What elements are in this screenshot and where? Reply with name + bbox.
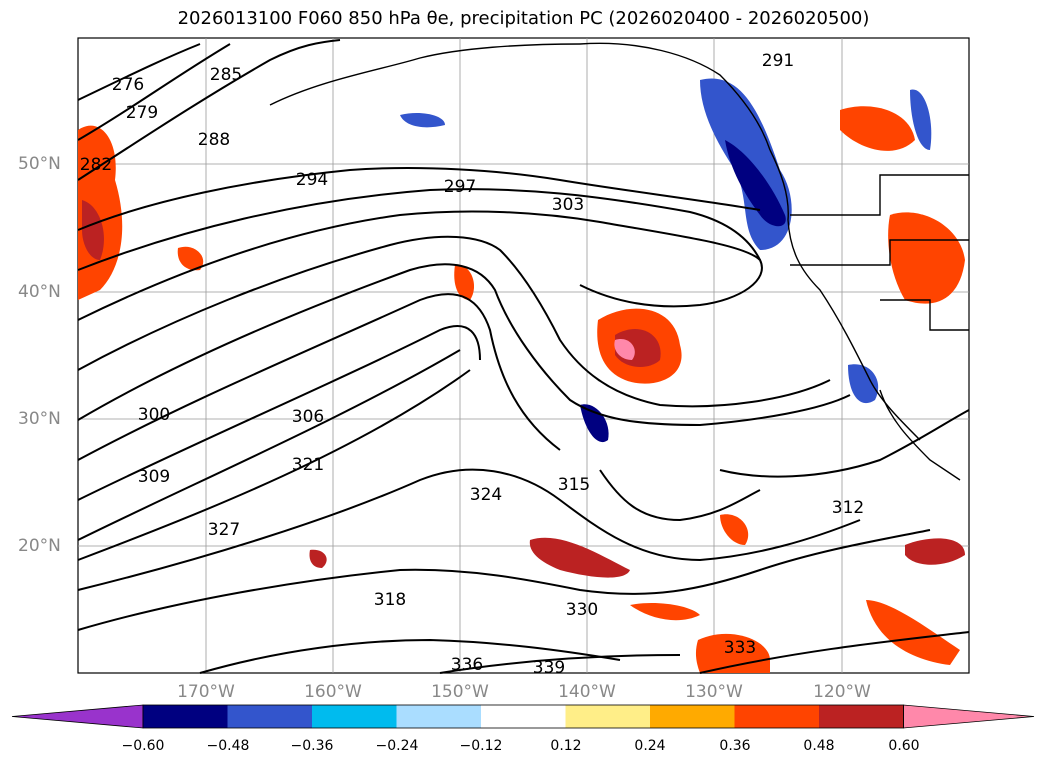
colorbar-tick: 0.36: [719, 738, 751, 754]
contour-label-321: 321: [292, 455, 324, 475]
contour-label-339: 339: [533, 658, 565, 678]
contour-label-282: 282: [80, 155, 112, 175]
colorbar-swatch: [481, 705, 566, 728]
lon-label: 160°W: [304, 682, 362, 702]
colorbar-tick: −0.60: [121, 738, 165, 754]
contour-label-324: 324: [470, 485, 502, 505]
contour-label-312: 312: [832, 498, 864, 518]
contour-label-285: 285: [210, 65, 242, 85]
colorbar-tick: 0.12: [550, 738, 582, 754]
contour-label-297: 297: [444, 177, 476, 197]
contour-label-318: 318: [374, 590, 406, 610]
contour-label-279: 279: [126, 103, 158, 123]
contour-label-294: 294: [296, 170, 328, 190]
colorbar-tick: 0.48: [803, 738, 835, 754]
lat-label: 30°N: [18, 409, 61, 429]
lat-label: 50°N: [18, 154, 61, 174]
colorbar: [11, 704, 1035, 729]
colorbar-swatch: [819, 705, 904, 728]
colorbar-tick: −0.36: [290, 738, 334, 754]
colorbar-swatch: [227, 705, 313, 728]
contour-label-330: 330: [566, 600, 598, 620]
colorbar-swatch: [312, 705, 397, 728]
colorbar-tick: −0.48: [206, 738, 250, 754]
lon-label: 130°W: [685, 682, 743, 702]
lon-label: 170°W: [177, 682, 235, 702]
contour-label-291: 291: [762, 51, 794, 71]
contour-label-303: 303: [552, 195, 584, 215]
map-title: 2026013100 F060 850 hPa θe, precipitatio…: [177, 8, 870, 29]
contour-label-333: 333: [724, 638, 756, 658]
colorbar-swatch: [734, 705, 820, 728]
colorbar-swatch: [565, 705, 651, 728]
lon-label: 120°W: [813, 682, 871, 702]
contour-label-300: 300: [138, 405, 170, 425]
colorbar-tick: −0.24: [375, 738, 419, 754]
contour-label-288: 288: [198, 130, 230, 150]
colorbar-swatch: [650, 705, 735, 728]
colorbar-swatch: [143, 705, 228, 728]
colorbar-extend-low: [11, 704, 144, 729]
lat-label: 40°N: [18, 282, 61, 302]
colorbar-tick: 0.24: [634, 738, 666, 754]
precip-shading: [78, 78, 965, 673]
colorbar-tick: 0.60: [888, 738, 920, 754]
lon-label: 150°W: [431, 682, 489, 702]
lat-label: 20°N: [18, 536, 61, 556]
colorbar-swatch: [396, 705, 482, 728]
contour-label-327: 327: [208, 520, 240, 540]
contour-label-306: 306: [292, 407, 324, 427]
colorbar-border: [142, 704, 904, 729]
coastlines: [269, 42, 969, 481]
contour-label-336: 336: [451, 655, 483, 675]
contour-label-315: 315: [558, 475, 590, 495]
theta-e-contours: [77, 39, 970, 674]
contour-label-276: 276: [112, 75, 144, 95]
lon-label: 140°W: [558, 682, 616, 702]
colorbar-extend-high: [903, 704, 1035, 729]
colorbar-tick: −0.12: [459, 738, 503, 754]
contour-label-309: 309: [138, 467, 170, 487]
